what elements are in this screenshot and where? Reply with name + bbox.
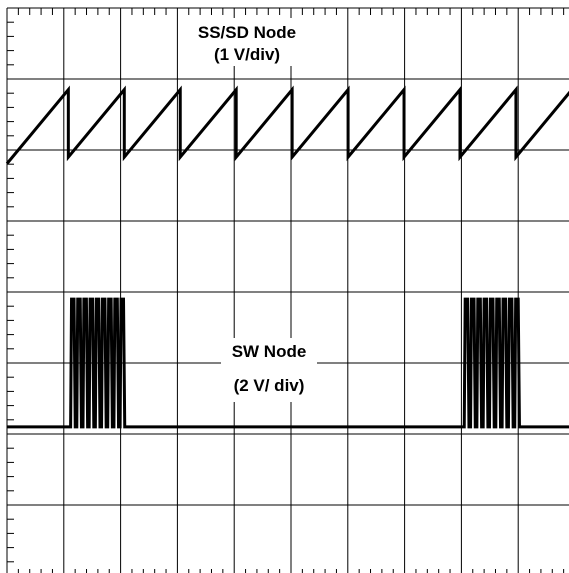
sw-label-line-2: (2 V/ div) — [234, 376, 305, 395]
trace-labels: SS/SD Node (1 V/div) SW Node (2 V/ div) — [183, 18, 317, 402]
sw-label-background — [221, 338, 317, 402]
ss-sd-node-trace — [5, 85, 569, 165]
waveform-traces — [5, 85, 569, 429]
ss-sd-label-line-1: SS/SD Node — [198, 23, 296, 42]
ss-sd-label-line-2: (1 V/div) — [214, 45, 280, 64]
ss-sd-label-background — [183, 18, 311, 66]
sw-node-trace — [7, 297, 569, 429]
sw-label-line-1: SW Node — [232, 342, 307, 361]
